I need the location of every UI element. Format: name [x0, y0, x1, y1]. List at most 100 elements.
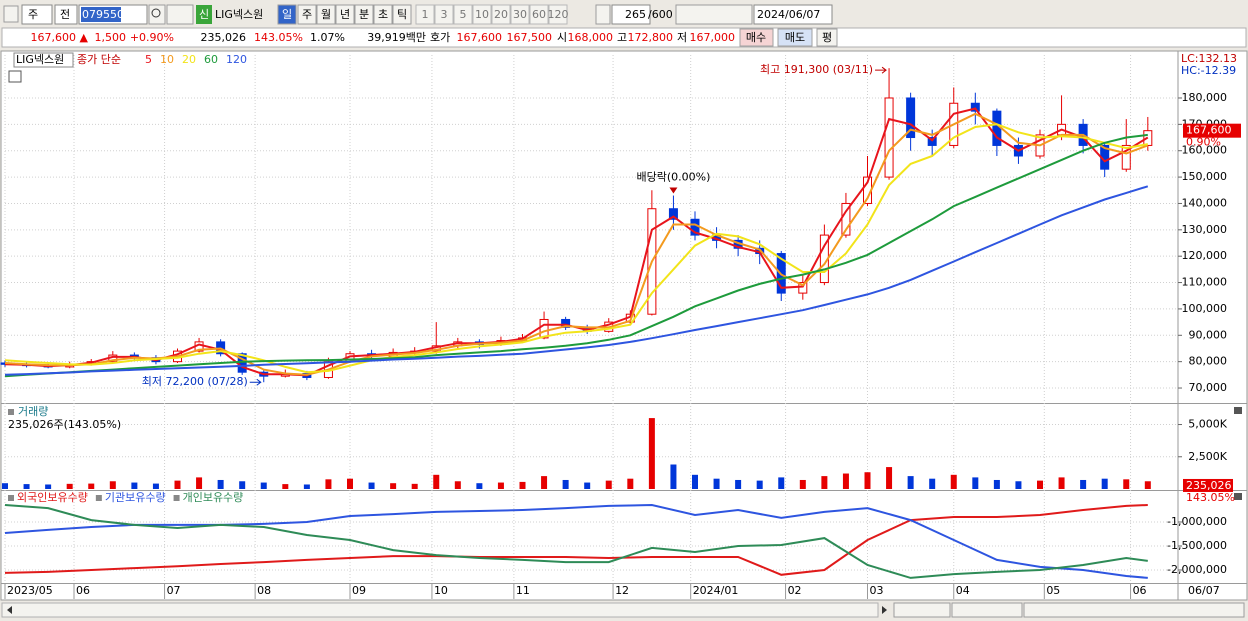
quote-change-pct: +0.90%: [130, 31, 174, 44]
low-label: 저: [677, 31, 687, 44]
interval-button[interactable]: [392, 4, 412, 25]
volume-bar: [23, 484, 30, 489]
volume-bar: [627, 478, 634, 489]
sell-label: 매도: [785, 31, 805, 44]
avg-label: 평: [822, 31, 832, 44]
new-badge: 신: [199, 8, 209, 21]
y-tick-label: 90,000: [1189, 328, 1228, 341]
lc-label: LC:132.13: [1181, 52, 1237, 65]
sell-button[interactable]: [777, 28, 813, 47]
step-button[interactable]: [529, 4, 549, 25]
step-label: 5: [460, 8, 467, 21]
volume-bar: [325, 479, 332, 489]
menu-button[interactable]: [3, 5, 19, 23]
legend-marker: [8, 495, 14, 501]
volume-bar: [131, 482, 138, 489]
interval-button[interactable]: [335, 4, 355, 25]
volume-bar: [541, 476, 548, 489]
code-selection: [81, 7, 121, 22]
legend-item: 기관보유수량: [105, 491, 166, 504]
candle-body: [970, 102, 980, 112]
scroll-track[interactable]: [1, 602, 879, 618]
scroll-right[interactable]: [882, 606, 887, 614]
legend-item: 60: [204, 53, 218, 66]
candle-body: [1121, 144, 1131, 170]
close-panel[interactable]: [1234, 407, 1242, 414]
y-tick-label: 160,000: [1182, 144, 1228, 157]
x-tick-label: 10: [434, 584, 448, 597]
quote-turnover: 1.07%: [310, 31, 345, 44]
x-tick-label: 11: [516, 584, 530, 597]
legend-item: 10: [160, 53, 174, 66]
step-label: 10: [475, 8, 489, 21]
volume-bar: [605, 480, 612, 489]
y-tick-label: 110,000: [1182, 276, 1228, 289]
x-tick-label: 03: [870, 584, 884, 597]
open-label: 시: [557, 31, 567, 44]
volume-bar: [756, 480, 763, 489]
x-tick-label: 05: [1046, 584, 1060, 597]
candle-body: [884, 97, 894, 178]
scroll-left[interactable]: [7, 606, 12, 614]
max-count: /600: [648, 8, 673, 21]
search-button[interactable]: [148, 4, 166, 25]
volume-bar: [476, 483, 483, 489]
volume-bar: [433, 474, 440, 489]
interval-button[interactable]: [373, 4, 393, 25]
playback-buttons[interactable]: [893, 602, 951, 618]
volume-bar: [670, 464, 677, 489]
interval-label: 초: [378, 8, 388, 21]
stock-code: 079550: [82, 8, 124, 21]
close-panel[interactable]: [1234, 493, 1242, 500]
interval-button[interactable]: [297, 4, 317, 25]
interval-button[interactable]: [354, 4, 374, 25]
interval-button[interactable]: [277, 4, 297, 25]
volume-bar: [929, 478, 936, 489]
quote-amount: 39,919백만: [367, 31, 426, 44]
interval-button[interactable]: [316, 4, 336, 25]
volume-subtitle: 235,026주(143.05%): [8, 418, 121, 431]
series-line: [4, 504, 1148, 576]
buy-button[interactable]: [739, 28, 774, 47]
step-button[interactable]: [453, 4, 473, 25]
volume-bar: [972, 477, 979, 489]
last-price-label: 167,600: [1186, 124, 1232, 137]
high-arrow: [875, 66, 887, 74]
legend-box: [13, 52, 74, 68]
step-button[interactable]: [472, 4, 492, 25]
date-input[interactable]: [753, 4, 833, 25]
legend-item: 5: [145, 53, 152, 66]
y-tick-label: 180,000: [1182, 91, 1228, 104]
prev-select[interactable]: [54, 4, 78, 25]
quote-bid: 167,500: [507, 31, 553, 44]
view-tools[interactable]: [1023, 602, 1245, 618]
step-button[interactable]: [491, 4, 511, 25]
zoom-slider[interactable]: [951, 602, 1023, 618]
y-tick-label: 130,000: [1182, 223, 1228, 236]
sound-button[interactable]: [166, 4, 194, 25]
dropdown[interactable]: [595, 4, 611, 25]
x-tick-label: 06: [76, 584, 90, 597]
step-button[interactable]: [510, 4, 530, 25]
count-input[interactable]: [611, 4, 651, 25]
volume-bar: [713, 478, 720, 489]
step-button[interactable]: [415, 4, 435, 25]
step-button[interactable]: [434, 4, 454, 25]
y-tick-label: 120,000: [1182, 249, 1228, 262]
avg-button[interactable]: [816, 28, 838, 47]
volume-bar: [303, 484, 310, 489]
y-tick-label: 100,000: [1182, 302, 1228, 315]
tool-icons[interactable]: [675, 4, 753, 25]
step-button[interactable]: [548, 4, 568, 25]
volume-bar: [950, 474, 957, 489]
high-note: 최고 191,300 (03/11): [760, 63, 873, 76]
volume-bar: [2, 483, 8, 489]
volume-bar: [368, 482, 375, 489]
last-volume-ratio: 143.05%: [1186, 491, 1235, 504]
table-icon[interactable]: [8, 70, 22, 83]
volume-bar: [88, 483, 95, 489]
period-select[interactable]: [21, 4, 53, 25]
high-label: 고: [617, 31, 627, 44]
